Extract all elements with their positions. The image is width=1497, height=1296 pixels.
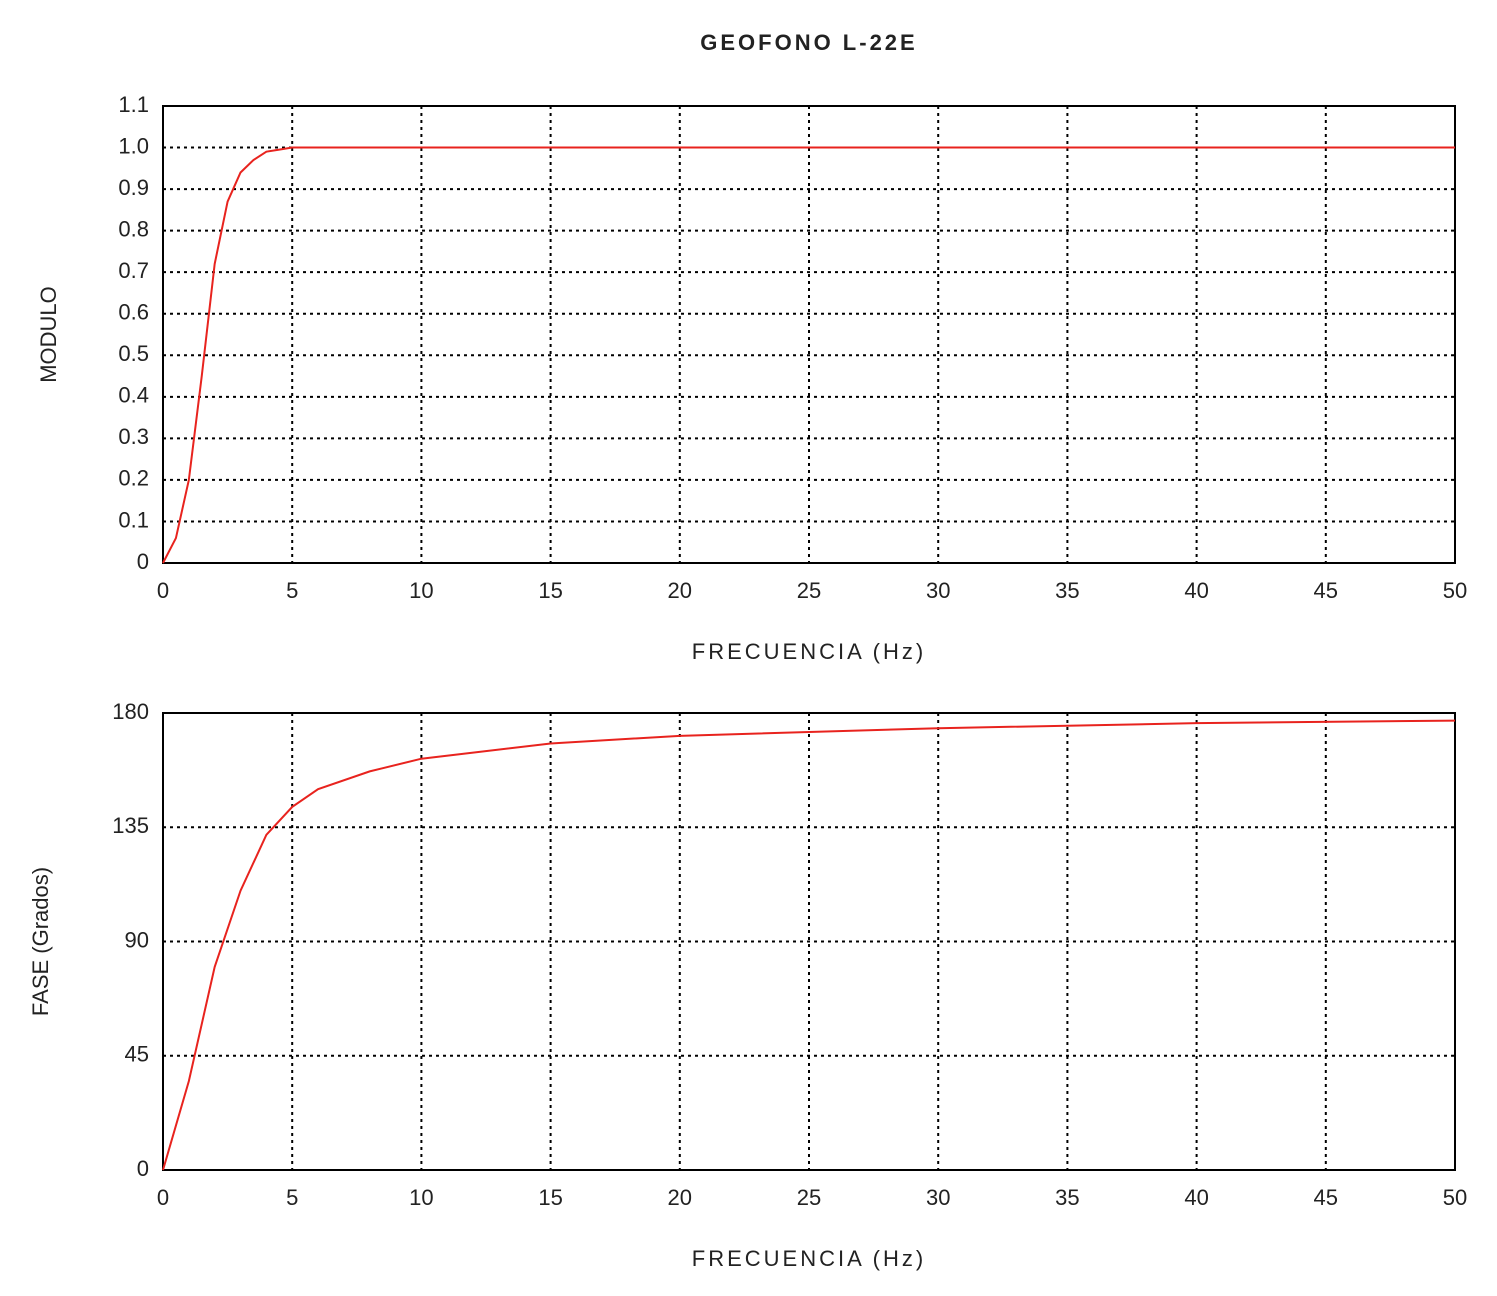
y-tick-label: 1.1	[118, 92, 149, 117]
x-tick-label: 45	[1314, 1185, 1338, 1210]
data-line	[162, 719, 1456, 1171]
plot-frame	[162, 105, 1456, 564]
x-tick-label: 20	[668, 578, 692, 603]
x-tick-label: 0	[157, 578, 169, 603]
x-tick-label: 15	[538, 1185, 562, 1210]
x-tick-label: 35	[1055, 578, 1079, 603]
x-tick-label: 50	[1443, 578, 1467, 603]
plot-frame	[162, 712, 1456, 1171]
x-tick-label: 5	[286, 1185, 298, 1210]
x-tick-label: 45	[1314, 578, 1338, 603]
x-tick-label: 35	[1055, 1185, 1079, 1210]
x-axis-label: FRECUENCIA (Hz)	[692, 639, 926, 664]
x-tick-label: 50	[1443, 1185, 1467, 1210]
x-tick-label: 40	[1184, 1185, 1208, 1210]
y-tick-label: 135	[112, 813, 149, 838]
y-tick-label: 0.7	[118, 258, 149, 283]
x-tick-label: 0	[157, 1185, 169, 1210]
x-tick-label: 10	[409, 1185, 433, 1210]
y-tick-label: 1.0	[118, 133, 149, 158]
y-axis-label: MODULO	[36, 286, 61, 383]
x-tick-label: 5	[286, 578, 298, 603]
y-tick-label: 0	[137, 1156, 149, 1181]
y-axis-label: FASE (Grados)	[28, 867, 53, 1016]
x-tick-label: 20	[668, 1185, 692, 1210]
y-tick-label: 0.4	[118, 383, 149, 408]
x-tick-label: 40	[1184, 578, 1208, 603]
y-tick-label: 0.6	[118, 300, 149, 325]
y-tick-label: 0.5	[118, 341, 149, 366]
chart-title: GEOFONO L-22E	[700, 30, 917, 55]
y-tick-label: 0.2	[118, 466, 149, 491]
x-tick-label: 30	[926, 1185, 950, 1210]
y-tick-label: 0	[137, 549, 149, 574]
x-tick-label: 15	[538, 578, 562, 603]
data-line	[162, 146, 1455, 564]
x-tick-label: 10	[409, 578, 433, 603]
y-tick-label: 0.3	[118, 424, 149, 449]
x-tick-label: 25	[797, 578, 821, 603]
y-tick-label: 0.9	[118, 175, 149, 200]
y-tick-label: 90	[125, 927, 149, 952]
y-tick-label: 180	[112, 699, 149, 724]
y-tick-label: 0.1	[118, 507, 149, 532]
y-tick-label: 0.8	[118, 216, 149, 241]
y-tick-label: 45	[125, 1042, 149, 1067]
x-axis-label: FRECUENCIA (Hz)	[692, 1246, 926, 1271]
x-tick-label: 25	[797, 1185, 821, 1210]
x-tick-label: 30	[926, 578, 950, 603]
